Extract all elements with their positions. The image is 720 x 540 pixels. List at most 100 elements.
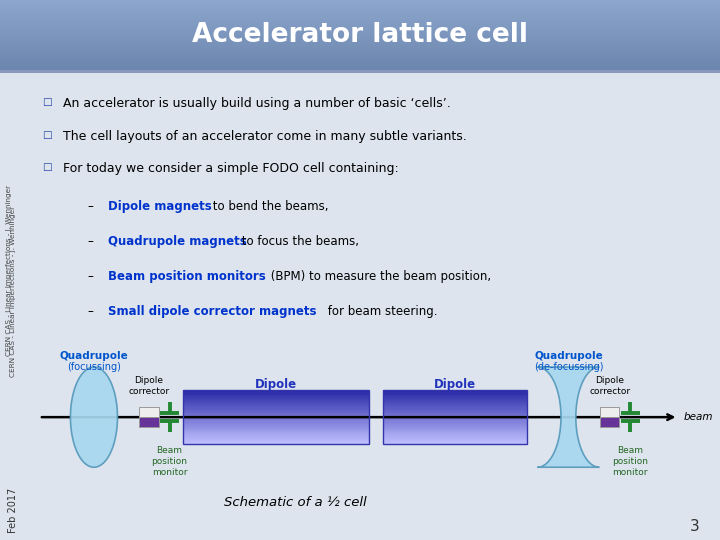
Bar [184, 432, 369, 433]
Bar [383, 410, 527, 411]
Text: Quadrupole: Quadrupole [60, 352, 128, 361]
Bar [383, 437, 527, 438]
Bar [184, 417, 369, 418]
Bar [184, 440, 369, 441]
Bar [383, 414, 527, 415]
Bar [0, 29, 720, 30]
Bar [383, 408, 527, 409]
Text: (focussing): (focussing) [67, 362, 121, 372]
Bar [383, 417, 527, 418]
Bar [383, 397, 527, 398]
Bar [0, 5, 720, 6]
Text: CERN CAS - Linear Imperfections - J. Wenninger: CERN CAS - Linear Imperfections - J. Wen… [10, 206, 16, 377]
Bar [0, 44, 720, 45]
Bar [0, 62, 720, 63]
Bar [383, 415, 527, 416]
Text: (BPM) to measure the beam position,: (BPM) to measure the beam position, [266, 270, 490, 283]
Bar [184, 392, 369, 393]
Text: □: □ [42, 162, 52, 172]
Bar [383, 398, 527, 399]
Bar [0, 1, 720, 2]
Bar [184, 420, 369, 421]
Bar [383, 427, 527, 428]
Bar [184, 397, 369, 398]
Bar [383, 435, 527, 436]
Text: Dipole magnets: Dipole magnets [108, 200, 212, 213]
Bar [184, 433, 369, 434]
Bar [0, 19, 720, 21]
Bar [383, 428, 527, 429]
Bar [383, 413, 527, 414]
Bar [184, 395, 369, 396]
Text: Beam position monitors: Beam position monitors [108, 270, 266, 283]
Bar [383, 407, 527, 408]
Bar [383, 431, 527, 432]
Bar [383, 440, 527, 441]
Bar [0, 68, 720, 69]
Bar [0, 35, 720, 36]
Bar [0, 18, 720, 19]
Bar [383, 426, 527, 427]
Bar [383, 412, 527, 413]
Bar [0, 45, 720, 46]
Bar [184, 390, 369, 444]
Bar [184, 430, 369, 431]
Bar [184, 414, 369, 415]
Bar [0, 30, 720, 31]
Bar [0, 54, 720, 55]
Bar [383, 401, 527, 402]
Bar [383, 443, 527, 444]
Text: Quadrupole: Quadrupole [534, 352, 603, 361]
Bar [383, 441, 527, 442]
Bar [0, 21, 720, 22]
Bar [0, 28, 720, 29]
Bar [383, 442, 527, 443]
Bar [0, 10, 720, 11]
Bar [184, 434, 369, 435]
Bar [0, 16, 720, 17]
Bar [383, 424, 527, 426]
Bar [383, 395, 527, 396]
Polygon shape [71, 367, 117, 467]
Text: for beam steering.: for beam steering. [324, 305, 438, 318]
Bar [184, 436, 369, 437]
Bar [0, 4, 720, 5]
Bar [383, 418, 527, 419]
Bar [0, 53, 720, 54]
Text: Feb 2017: Feb 2017 [8, 488, 18, 533]
Text: Schematic of a ½ cell: Schematic of a ½ cell [224, 496, 366, 509]
Text: □: □ [42, 130, 52, 140]
Bar [0, 36, 720, 37]
Bar [383, 403, 527, 404]
Bar [0, 46, 720, 47]
Bar [184, 422, 369, 423]
Bar [383, 420, 527, 421]
Bar [0, 65, 720, 66]
Bar [383, 416, 527, 417]
Text: Beam
position
monitor: Beam position monitor [612, 446, 648, 477]
Bar [383, 433, 527, 434]
Bar [383, 402, 527, 403]
Bar [0, 3, 720, 4]
Bar [184, 435, 369, 436]
Bar [0, 64, 720, 65]
Bar [0, 55, 720, 56]
Bar [184, 401, 369, 402]
Bar [184, 429, 369, 430]
Text: An accelerator is usually build using a number of basic ‘cells’.: An accelerator is usually build using a … [63, 97, 451, 110]
Bar [0, 9, 720, 10]
Bar [184, 418, 369, 419]
Bar [0, 61, 720, 62]
Bar [383, 396, 527, 397]
Bar [0, 50, 720, 51]
Bar [0, 51, 720, 52]
Bar [0, 2, 720, 3]
Text: to focus the beams,: to focus the beams, [238, 235, 359, 248]
Bar [383, 400, 527, 401]
Text: –: – [87, 235, 93, 248]
Bar [184, 400, 369, 401]
Bar [184, 390, 369, 391]
Bar [0, 60, 720, 61]
Text: CERN CAS - Linear Imperfections - J. Wenninger: CERN CAS - Linear Imperfections - J. Wen… [6, 185, 12, 355]
Bar [184, 404, 369, 406]
